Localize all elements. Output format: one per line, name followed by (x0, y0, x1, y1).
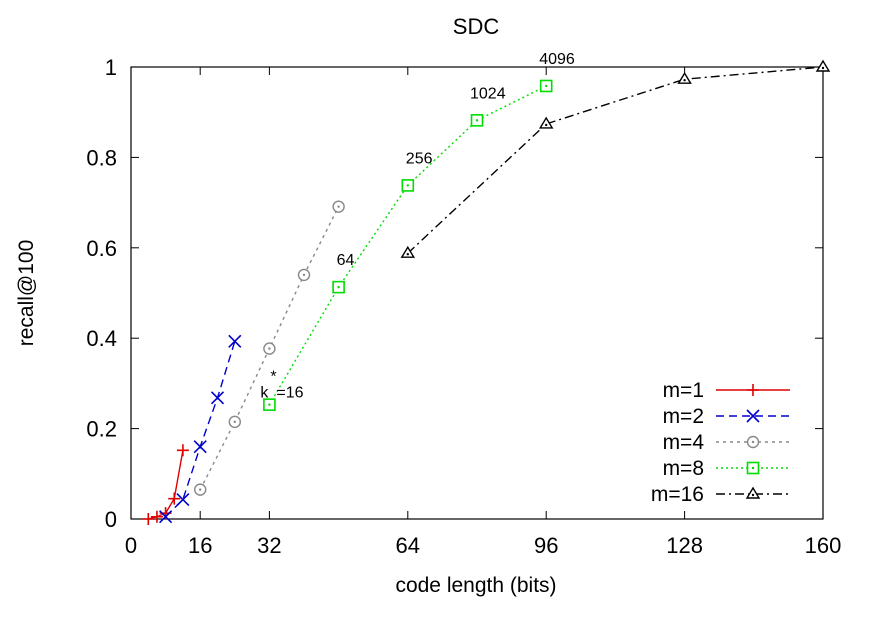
legend-label: m=4 (663, 431, 705, 454)
marker-dot (406, 253, 409, 256)
annotation-label: 64 (337, 252, 355, 269)
series-line (407, 66, 824, 254)
legend-label: m=16 (651, 483, 704, 506)
y-tick-label: 1 (105, 55, 117, 80)
data-point (228, 415, 242, 429)
plot-frame (130, 66, 824, 520)
data-point (538, 116, 554, 129)
data-point (400, 245, 416, 258)
marker-dot (268, 403, 271, 406)
marker-triangle (677, 71, 692, 84)
marker-dot (337, 205, 340, 208)
legend-marker (746, 435, 760, 449)
marker-dot (406, 184, 409, 187)
legend-entry: m=16 (651, 483, 790, 506)
marker-dot (233, 420, 236, 424)
marker-dot (337, 285, 340, 289)
x-tick-label: 128 (666, 533, 703, 558)
marker-triangle (815, 59, 831, 72)
annotation-label: 256 (406, 150, 433, 167)
annotation-label: 1024 (470, 85, 506, 102)
legend-label: m=8 (663, 457, 704, 480)
data-point (159, 510, 173, 524)
marker-dot (475, 119, 479, 122)
marker-dot (751, 440, 755, 444)
legend-marker (746, 461, 760, 475)
marker-dot (302, 273, 306, 277)
data-point (150, 510, 163, 523)
y-tick-label: 0.2 (86, 417, 117, 442)
axis-ticks: 0 16 32 64 96 128 160 0 0.2 0.4 0.6 0.8 1 (86, 55, 841, 558)
data-point (263, 398, 276, 411)
data-point (176, 444, 189, 457)
series-line (199, 206, 340, 490)
x-tick-label: 96 (534, 533, 558, 558)
annotation-label: 4096 (539, 51, 575, 68)
marker-triangle (400, 245, 416, 258)
data-point (815, 59, 831, 72)
data-point (677, 71, 692, 84)
x-tick-label: 16 (188, 533, 212, 558)
data-point (210, 391, 225, 405)
y-tick-label: 0 (105, 507, 117, 532)
legend-entry: m=2 (663, 405, 790, 428)
x-tick-label: 32 (257, 533, 281, 558)
series-m-16 (400, 59, 831, 258)
series-group (142, 59, 831, 525)
data-point (168, 492, 181, 505)
data-point (401, 179, 415, 192)
annotation-label: =16 (276, 385, 303, 402)
y-tick-label: 0.8 (86, 145, 117, 170)
marker-triangle (538, 116, 554, 129)
marker-triangle (745, 486, 761, 499)
x-tick-label: 160 (805, 533, 842, 558)
data-point (297, 268, 311, 282)
marker-dot (199, 488, 202, 491)
marker-dot (545, 123, 548, 127)
series-m-2 (159, 334, 242, 524)
chart-title: SDC (453, 14, 500, 39)
x-tick-label: 64 (396, 533, 420, 558)
data-point (193, 483, 207, 496)
series-m-8 (263, 79, 553, 411)
marker-dot (751, 493, 755, 497)
data-point (332, 200, 345, 213)
marker-dot (683, 79, 686, 82)
data-point (263, 342, 276, 355)
data-point (193, 440, 207, 454)
x-tick-label: 0 (125, 533, 137, 558)
data-point (228, 334, 242, 348)
marker-dot (821, 66, 825, 70)
legend-marker (746, 409, 760, 423)
y-tick-label: 0.4 (86, 326, 117, 351)
y-tick-label: 0.6 (86, 236, 117, 261)
marker-dot (268, 347, 271, 350)
point-annotations: k*=16 64 256 1024 4096 (260, 51, 574, 402)
series-m-4 (193, 200, 345, 496)
series-line (268, 85, 547, 405)
marker-dot (545, 84, 548, 88)
y-axis-label: recall@100 (15, 240, 38, 347)
legend-entry: m=8 (663, 457, 790, 480)
marker-dot (751, 466, 755, 470)
data-point (539, 79, 553, 93)
series-m-1 (142, 444, 189, 525)
data-point (142, 513, 155, 525)
annotation-label: k (260, 385, 269, 402)
annotation-label: * (270, 369, 276, 386)
legend-marker (745, 486, 761, 499)
legend-marker (747, 384, 759, 396)
legend-entry: m=1 (663, 379, 790, 402)
legend-label: m=1 (663, 379, 704, 402)
data-point (332, 280, 345, 294)
legend: m=1 m=2 m=4 m=8 m=16 (651, 379, 790, 506)
data-point (470, 114, 484, 127)
data-point (176, 492, 190, 507)
legend-label: m=2 (663, 405, 704, 428)
legend-entry: m=4 (663, 431, 790, 454)
x-axis-label: code length (bits) (395, 574, 556, 597)
